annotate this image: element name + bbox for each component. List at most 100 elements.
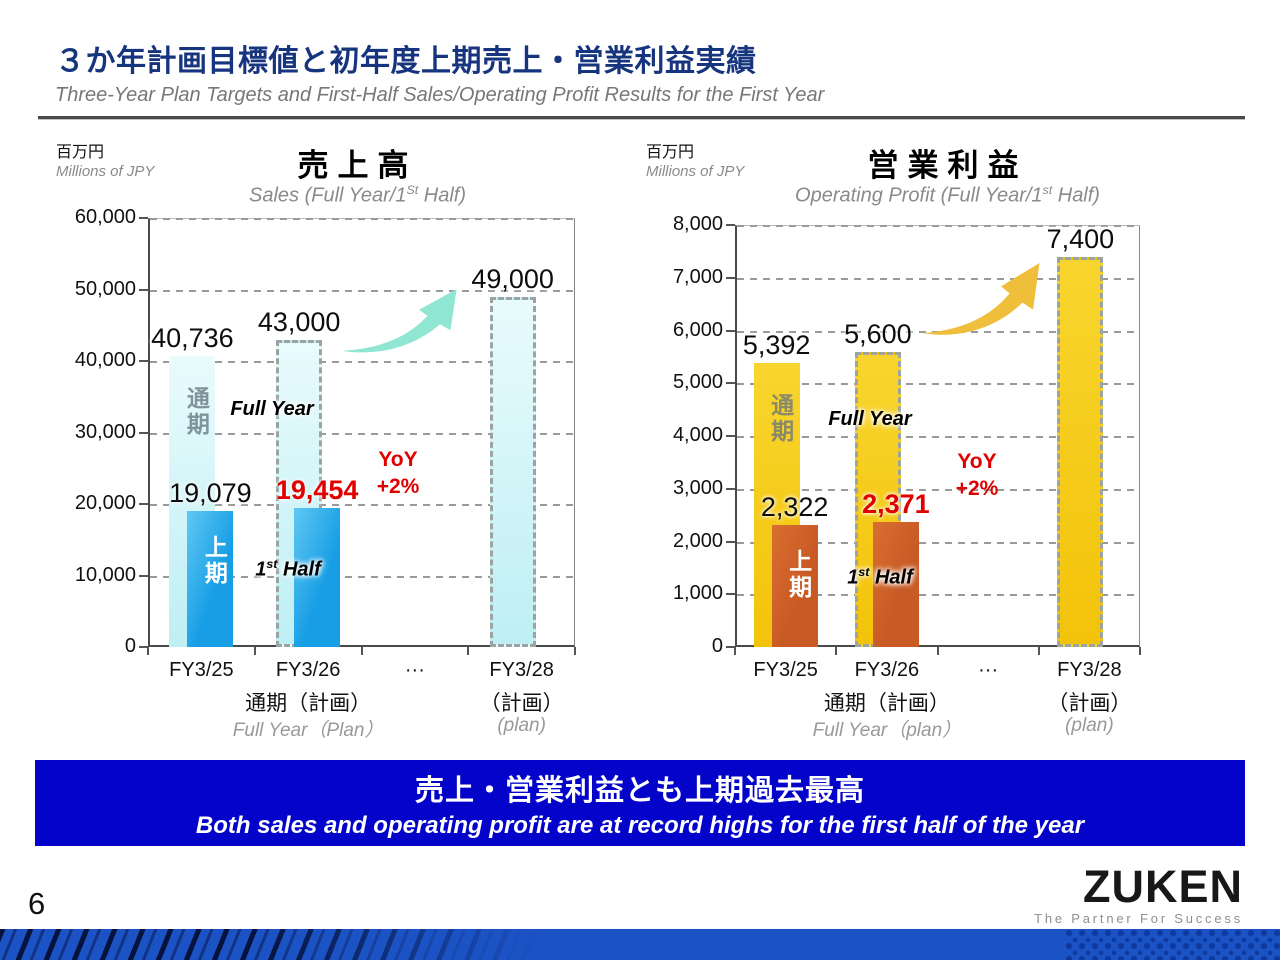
y-tick-label: 10,000 [74,563,136,586]
bar-first-half-FY3/25 [187,510,234,647]
x-tick-label: ··· [978,659,999,681]
strip-fade [260,929,570,960]
first-half-annotation: 1st Half [255,557,321,581]
bar-full-year-FY3/28 [489,296,536,647]
x-sub-label-jp: （計画） [1047,692,1132,715]
y-tick-mark [726,329,735,332]
gridline [737,383,1139,386]
x-tick-mark [1139,647,1141,655]
yoy-annotation: YoY +2% [956,448,999,502]
yoy-title: YoY [957,450,997,473]
y-tick-label: 7,000 [672,265,723,288]
value-label-FY3/25-full: 5,392 [742,329,811,360]
x-tick-label: FY3/28 [1057,659,1122,681]
full-year-annotation: Full Year [828,408,912,430]
value-label-FY3/26-half: 19,454 [275,474,359,505]
x-sub-label-en: Full Year（plan） [812,720,962,741]
unit-en: Millions of JPY [56,163,155,180]
y-tick-mark [139,360,148,362]
x-sub-label-jp: （計画） [479,692,564,715]
gridline [150,289,574,292]
full-year-annotation: Full Year [230,398,314,420]
x-tick-label: FY3/25 [753,659,818,681]
x-sub-label-jp: 通期（計画） [245,692,372,715]
bottom-decorative-strip [0,929,1280,960]
gridline [737,436,1139,438]
axis-unit-label: 百万円 Millions of JPY [56,138,154,180]
value-label-FY3/26-full: 5,600 [844,318,912,349]
chart-title: 売上高 [297,148,418,183]
slide-header: ３か年計画目標値と初年度上期売上・営業利益実績 Three-Year Plan … [55,36,824,107]
first-half-tag: 上期 [201,534,228,587]
gridline [737,225,1139,227]
gridline [737,488,1139,491]
x-tick-label: ··· [404,659,425,681]
gridline [737,277,1139,280]
y-tick-label: 1,000 [672,582,723,605]
x-tick-mark [253,647,256,655]
yoy-value: +2% [376,475,420,498]
y-tick-label: 60,000 [74,206,136,228]
first-half-annotation: 1st Half [847,565,913,589]
x-tick-mark [574,647,576,655]
strip-dots-pattern [1065,929,1280,960]
gridline [150,432,574,435]
full-year-tag: 通期 [767,392,794,445]
y-tick-label: 30,000 [74,420,136,443]
x-sub-label-en: (plan) [1065,715,1114,736]
y-tick-mark [139,217,148,219]
y-tick-mark [139,288,148,291]
value-label-FY3/25-half: 19,079 [169,477,252,508]
x-tick-label: FY3/26 [854,659,920,681]
bar-first-half-FY3/26 [294,507,341,647]
zuken-logo-text: ZUKEN [1083,861,1243,912]
y-tick-label: 4,000 [672,424,723,446]
x-tick-mark [936,647,939,655]
bar-first-half-FY3/25 [771,524,818,647]
gridline [737,594,1139,597]
gridline [150,218,574,220]
gridline [737,541,1139,544]
y-tick-label: 20,000 [74,492,136,514]
yoy-title: YoY [378,448,418,471]
y-tick-label: 0 [124,635,136,657]
x-tick-mark [1037,647,1040,655]
header-divider [38,116,1245,120]
yoy-value: +2% [955,477,999,500]
y-tick-mark [726,487,735,490]
slide-title: ３か年計画目標値と初年度上期売上・営業利益実績 [55,45,757,78]
x-sub-label-en: (plan) [497,715,546,736]
first-half-tag: 上期 [785,548,812,601]
x-tick-mark [147,647,149,655]
sales-chart: 百万円 Millions of JPY 売上高 Sales (Full Year/1S… [40,138,605,758]
value-label-FY3/28-full: 7,400 [1046,223,1115,254]
chart-subtitle: Operating Profit (Full Year/1st Half) [795,183,1100,207]
chart-subtitle: Sales (Full Year/1St Half) [248,183,466,207]
y-tick-mark [139,646,148,648]
yoy-annotation: YoY +2% [377,446,420,500]
x-tick-label: FY3/25 [169,659,234,681]
gridline [150,575,574,578]
x-tick-mark [360,647,363,655]
bar-full-year-FY3/28 [1057,256,1104,647]
y-tick-label: 2,000 [672,529,723,552]
y-tick-mark [726,276,735,279]
y-tick-mark [726,593,735,596]
y-tick-label: 3,000 [672,476,723,499]
value-label-FY3/25-half: 2,322 [760,491,829,522]
y-tick-mark [139,503,148,505]
bar-first-half-FY3/26 [872,521,919,647]
unit-jp: 百万円 [56,144,105,161]
x-tick-label: FY3/26 [275,659,341,681]
x-sub-label-jp: 通期（計画） [823,692,950,715]
y-tick-label: 40,000 [74,349,136,371]
growth-arrow [922,263,1040,335]
value-label-FY3/26-full: 43,000 [257,306,341,337]
chart-title: 営業利益 [867,148,1028,183]
axis-unit-label: 百万円 Millions of JPY [646,138,744,180]
zuken-tagline: The Partner For Success [1034,911,1243,926]
value-label-FY3/26-half: 2,371 [862,488,930,519]
zuken-logo: ZUKEN The Partner For Success [1034,861,1243,926]
y-tick-label: 6,000 [672,318,723,341]
